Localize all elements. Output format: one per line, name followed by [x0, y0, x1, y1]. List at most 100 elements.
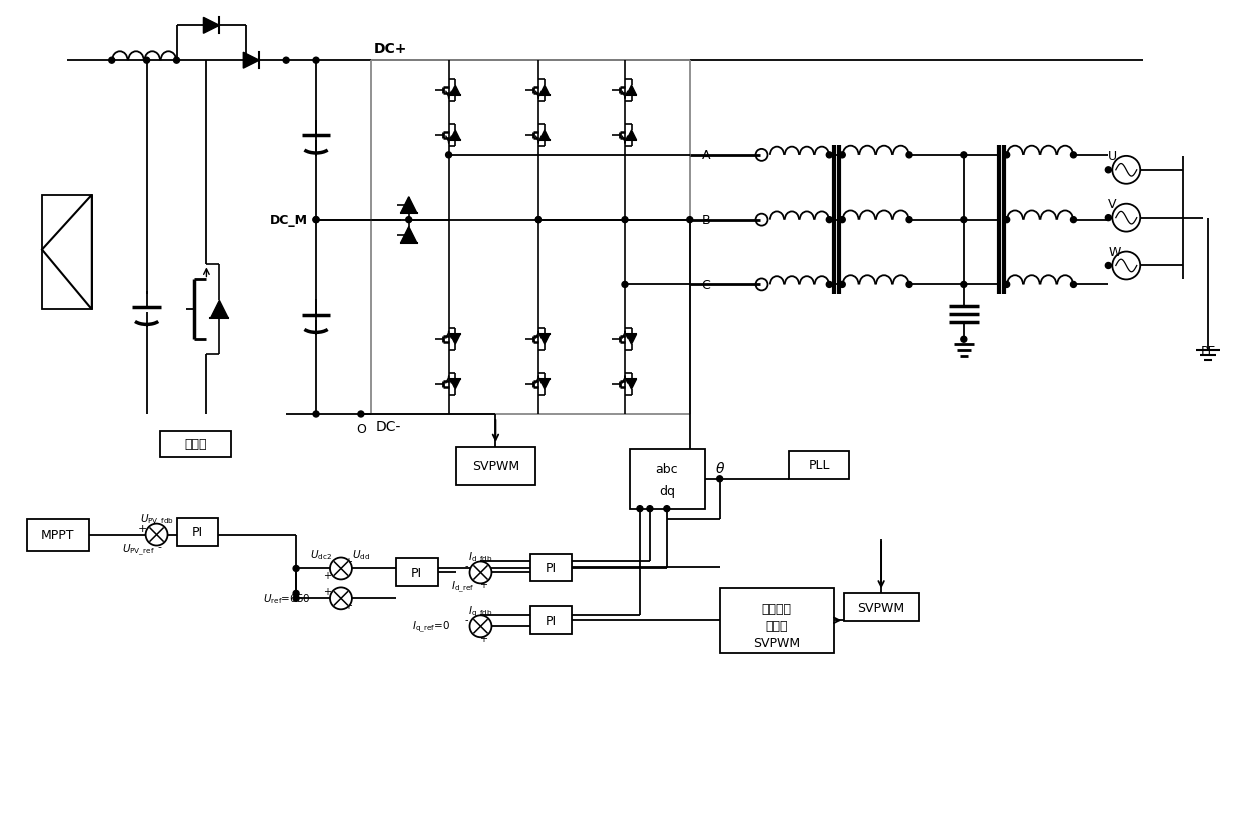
Bar — [630, 450, 704, 509]
Circle shape — [839, 152, 846, 159]
Circle shape — [312, 58, 319, 64]
Text: SVPWM: SVPWM — [753, 636, 800, 649]
Polygon shape — [450, 86, 460, 96]
Polygon shape — [450, 131, 460, 141]
Polygon shape — [450, 335, 460, 345]
Circle shape — [961, 217, 967, 224]
Circle shape — [536, 217, 542, 224]
Circle shape — [637, 506, 642, 512]
Circle shape — [1070, 217, 1076, 224]
Text: 中点电位: 中点电位 — [761, 602, 791, 615]
Circle shape — [330, 558, 352, 580]
Circle shape — [1105, 168, 1111, 174]
Bar — [844, 594, 919, 622]
Circle shape — [293, 595, 299, 602]
Text: C: C — [702, 278, 711, 292]
Text: SVPWM: SVPWM — [858, 601, 905, 614]
Polygon shape — [539, 86, 549, 96]
Polygon shape — [539, 335, 549, 345]
Text: -: - — [465, 561, 469, 571]
Circle shape — [470, 562, 491, 584]
Circle shape — [906, 152, 911, 159]
Circle shape — [622, 217, 627, 224]
Text: +: + — [138, 523, 148, 533]
Text: DC_M: DC_M — [270, 214, 308, 227]
Text: +: + — [343, 600, 352, 611]
Text: +: + — [343, 557, 352, 567]
Circle shape — [405, 217, 412, 224]
Polygon shape — [401, 197, 417, 214]
Text: +: + — [322, 586, 331, 597]
Polygon shape — [401, 228, 417, 243]
Text: PE: PE — [1200, 344, 1215, 357]
Circle shape — [1003, 217, 1009, 224]
Text: PI: PI — [546, 614, 557, 627]
Polygon shape — [203, 18, 219, 34]
Bar — [396, 559, 438, 586]
Circle shape — [687, 217, 693, 224]
Circle shape — [358, 411, 363, 418]
Circle shape — [312, 217, 319, 224]
Circle shape — [839, 282, 846, 288]
Bar — [176, 518, 218, 546]
Text: $I_{\rm d\_ref}$: $I_{\rm d\_ref}$ — [451, 579, 474, 595]
Circle shape — [312, 217, 319, 224]
Text: $I_{\rm d\_fdb}$: $I_{\rm d\_fdb}$ — [469, 550, 492, 565]
Bar — [531, 554, 572, 581]
Circle shape — [717, 476, 723, 482]
Text: 限压环: 限压环 — [185, 438, 207, 450]
Polygon shape — [626, 131, 636, 141]
Circle shape — [145, 524, 167, 546]
Polygon shape — [211, 301, 228, 319]
Text: DC+: DC+ — [374, 42, 408, 57]
Text: $U_{\rm PV\_ref}$: $U_{\rm PV\_ref}$ — [123, 542, 155, 558]
Polygon shape — [626, 335, 636, 345]
Bar — [160, 432, 232, 457]
Circle shape — [826, 217, 832, 224]
Circle shape — [839, 217, 846, 224]
Text: $U_{\rm dc2}$: $U_{\rm dc2}$ — [310, 548, 332, 562]
Text: PI: PI — [192, 526, 203, 538]
Circle shape — [1105, 215, 1111, 221]
Text: U: U — [1109, 150, 1117, 163]
Circle shape — [1105, 263, 1111, 269]
Polygon shape — [626, 86, 636, 96]
Text: V: V — [1109, 198, 1117, 211]
Circle shape — [109, 58, 115, 64]
Circle shape — [961, 152, 967, 159]
Bar — [719, 589, 835, 654]
Text: $I_{\rm q\_fdb}$: $I_{\rm q\_fdb}$ — [469, 604, 492, 619]
Text: O: O — [356, 423, 366, 436]
Circle shape — [470, 616, 491, 637]
Circle shape — [826, 152, 832, 159]
Circle shape — [312, 411, 319, 418]
Text: $U_{\rm ref}$=650: $U_{\rm ref}$=650 — [263, 592, 311, 605]
Circle shape — [1003, 152, 1009, 159]
Circle shape — [174, 58, 180, 64]
Circle shape — [1070, 152, 1076, 159]
Polygon shape — [539, 380, 549, 390]
Text: PI: PI — [546, 561, 557, 574]
Text: SVPWM: SVPWM — [472, 459, 520, 473]
Text: -: - — [157, 542, 161, 552]
Text: +: + — [480, 633, 487, 644]
Circle shape — [445, 152, 451, 159]
Text: -: - — [465, 614, 469, 625]
Text: B: B — [702, 214, 711, 227]
Circle shape — [536, 217, 542, 224]
Circle shape — [906, 282, 911, 288]
Bar — [455, 447, 536, 485]
Circle shape — [622, 282, 627, 288]
Circle shape — [293, 590, 299, 596]
Circle shape — [330, 588, 352, 609]
Polygon shape — [539, 131, 549, 141]
Circle shape — [293, 566, 299, 572]
Text: 平衡及: 平衡及 — [765, 619, 787, 632]
Circle shape — [1070, 282, 1076, 288]
Text: $U_{\rm dd}$: $U_{\rm dd}$ — [352, 548, 370, 562]
Circle shape — [647, 506, 653, 512]
Text: $\theta$: $\theta$ — [714, 461, 724, 476]
Bar — [42, 196, 92, 310]
Text: MPPT: MPPT — [41, 528, 74, 541]
Text: +: + — [322, 571, 331, 581]
